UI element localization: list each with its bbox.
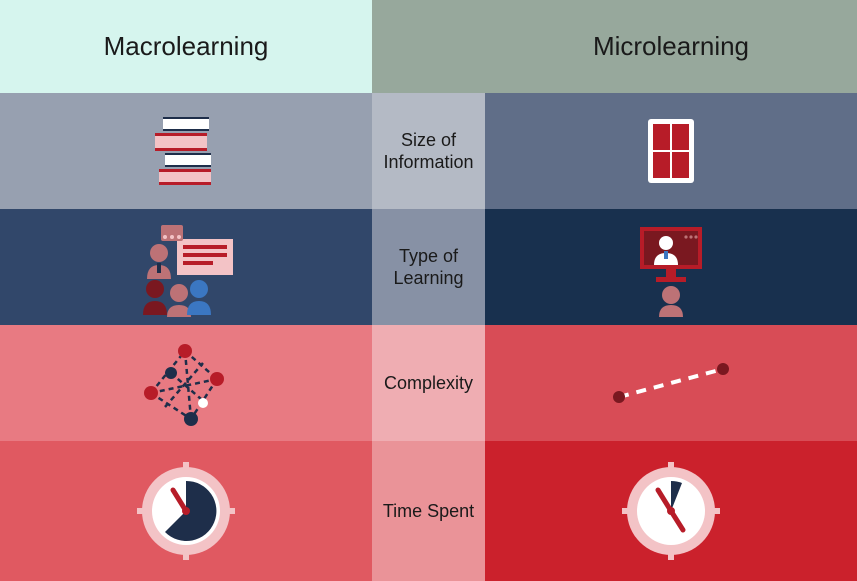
complex-network-icon [131, 333, 241, 433]
header-microlearning: Microlearning [485, 0, 857, 93]
header-spacer [372, 0, 485, 93]
macro-time-cell [0, 441, 372, 581]
row-label-time: Time Spent [372, 441, 485, 581]
row-label-type: Type of Learning [372, 209, 485, 325]
books-stack-icon [141, 111, 231, 191]
micro-type-cell [485, 209, 857, 325]
row-label-complexity: Complexity [372, 325, 485, 441]
clock-small-slice-icon [616, 456, 726, 566]
micro-size-cell [485, 93, 857, 209]
micro-time-cell [485, 441, 857, 581]
comparison-table: Macrolearning Microlearning Size of Info… [0, 0, 857, 581]
header-macrolearning: Macrolearning [0, 0, 372, 93]
video-person-icon [626, 217, 716, 317]
micro-complexity-cell [485, 325, 857, 441]
row-2-label: Complexity [384, 372, 473, 395]
classroom-people-icon [131, 217, 241, 317]
row-0-label: Size of Information [372, 129, 485, 174]
macro-type-cell [0, 209, 372, 325]
simple-line-icon [601, 353, 741, 413]
macro-size-cell [0, 93, 372, 209]
header-left-text: Macrolearning [104, 31, 269, 62]
row-3-label: Time Spent [383, 500, 474, 523]
row-1-label: Type of Learning [372, 245, 485, 290]
clock-large-slice-icon [131, 456, 241, 566]
header-right-text: Microlearning [593, 31, 749, 62]
single-notebook-icon [636, 111, 706, 191]
row-label-size: Size of Information [372, 93, 485, 209]
macro-complexity-cell [0, 325, 372, 441]
